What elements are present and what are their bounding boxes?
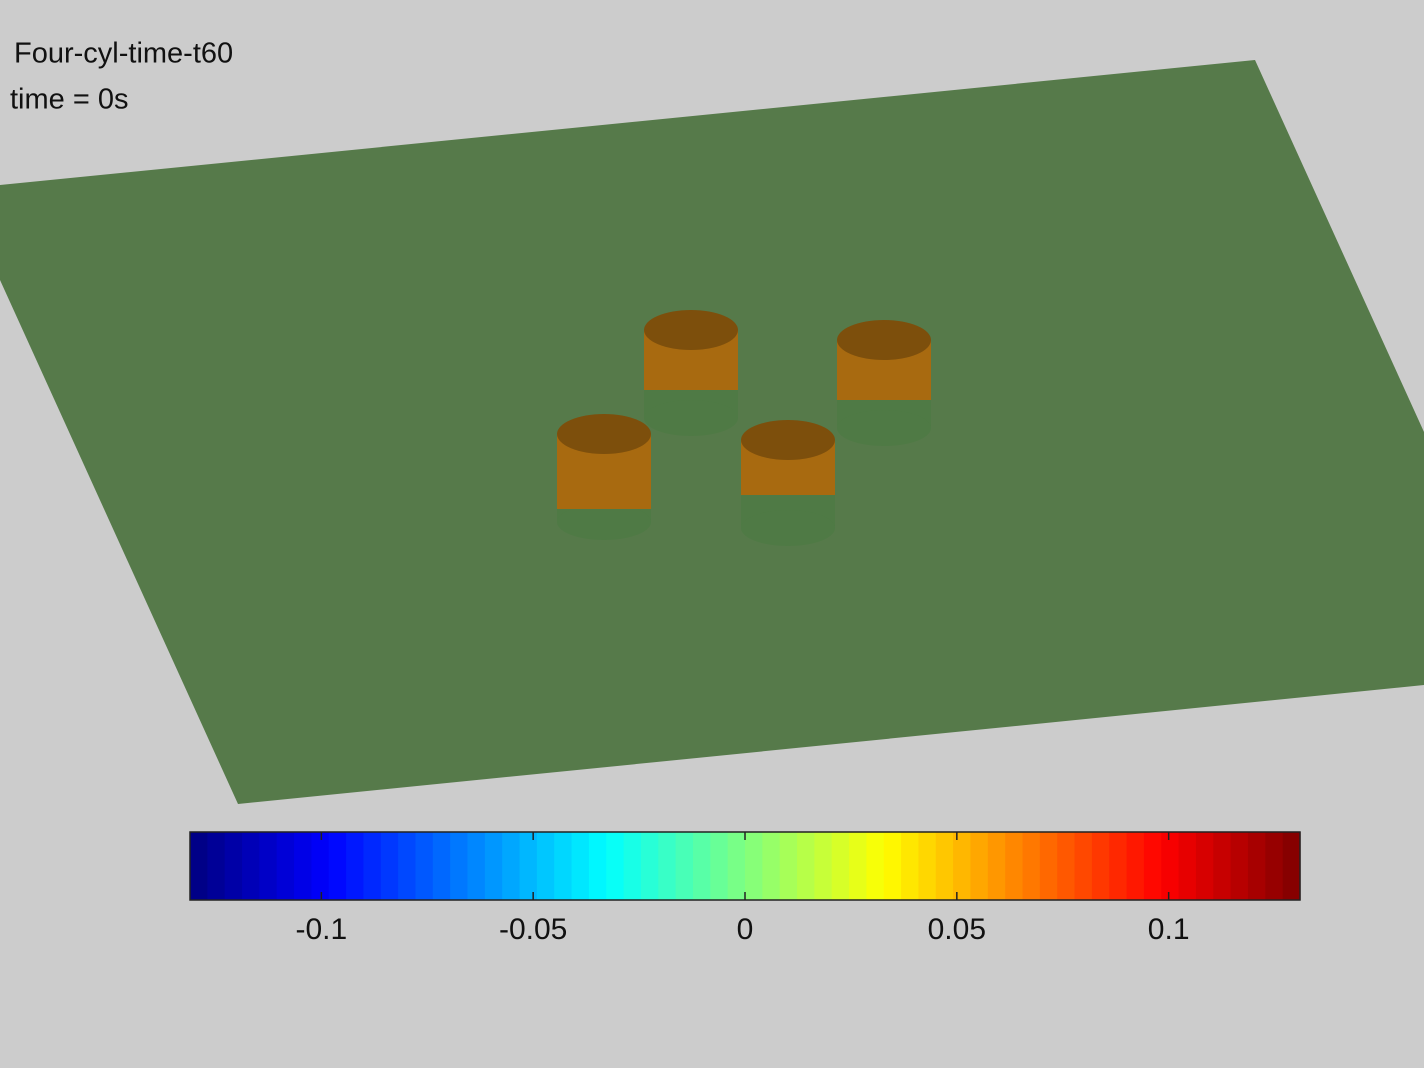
colorbar-cell bbox=[780, 832, 798, 900]
cylinder-top bbox=[557, 414, 651, 454]
colorbar-cell bbox=[710, 832, 728, 900]
colorbar-cell bbox=[277, 832, 295, 900]
colorbar-cell bbox=[884, 832, 902, 900]
colorbar-cell bbox=[1283, 832, 1301, 900]
colorbar-cell bbox=[918, 832, 936, 900]
page: Four-cyl-time-t60 time = 0s -0.1 -0.05 0 0.… bbox=[0, 0, 1424, 1068]
colorbar-cell bbox=[398, 832, 416, 900]
colorbar-cell bbox=[537, 832, 555, 900]
colorbar-cell bbox=[225, 832, 243, 900]
colorbar-cell bbox=[1231, 832, 1249, 900]
colorbar-cell bbox=[433, 832, 451, 900]
colorbar-cell bbox=[953, 832, 971, 900]
colorbar-cell bbox=[1075, 832, 1093, 900]
colorbar-cell bbox=[1248, 832, 1266, 900]
colorbar-cell bbox=[936, 832, 954, 900]
tick-label: 0 bbox=[737, 913, 754, 946]
cylinder bbox=[557, 414, 651, 540]
colorbar-cell bbox=[554, 832, 572, 900]
colorbar-cell bbox=[849, 832, 867, 900]
colorbar-cell bbox=[1161, 832, 1179, 900]
colorbar-cell bbox=[1127, 832, 1145, 900]
colorbar-cell bbox=[415, 832, 433, 900]
colorbar-cell bbox=[901, 832, 919, 900]
colorbar-cell bbox=[658, 832, 676, 900]
colorbar-cell bbox=[294, 832, 312, 900]
cylinder-base bbox=[741, 510, 835, 546]
cylinder bbox=[741, 420, 835, 546]
colorbar-cell bbox=[970, 832, 988, 900]
cylinder-top bbox=[837, 320, 931, 360]
colorbar-cell bbox=[190, 832, 208, 900]
colorbar-cell bbox=[866, 832, 884, 900]
colorbar-cell bbox=[1213, 832, 1231, 900]
colorbar-cell bbox=[485, 832, 503, 900]
colorbar-cell bbox=[1005, 832, 1023, 900]
colorbar-cell bbox=[728, 832, 746, 900]
cylinder-base bbox=[837, 410, 931, 446]
colorbar-cell bbox=[988, 832, 1006, 900]
tick-label: 0.05 bbox=[928, 913, 986, 946]
colorbar-cell bbox=[1179, 832, 1197, 900]
colorbar-cell bbox=[1040, 832, 1058, 900]
colorbar-cell bbox=[589, 832, 607, 900]
colorbar-cell bbox=[363, 832, 381, 900]
colorbar-cell bbox=[641, 832, 659, 900]
cylinder bbox=[837, 320, 931, 446]
colorbar-cell bbox=[606, 832, 624, 900]
colorbar-cell bbox=[311, 832, 329, 900]
colorbar-cell bbox=[450, 832, 468, 900]
colorbar-cell bbox=[1109, 832, 1127, 900]
colorbar-cell bbox=[832, 832, 850, 900]
tick-label: 0.1 bbox=[1148, 913, 1190, 946]
colorbar-cell bbox=[624, 832, 642, 900]
colorbar-cell bbox=[676, 832, 694, 900]
tick-label: -0.1 bbox=[295, 913, 347, 946]
colorbar-cell bbox=[1023, 832, 1041, 900]
colorbar-cell bbox=[1057, 832, 1075, 900]
colorbar-cell bbox=[693, 832, 711, 900]
colorbar-cell bbox=[1144, 832, 1162, 900]
chart-subtitle: time = 0s bbox=[10, 84, 128, 116]
cylinder-base bbox=[557, 504, 651, 540]
chart-title: Four-cyl-time-t60 bbox=[14, 38, 233, 70]
colorbar-cell bbox=[797, 832, 815, 900]
colorbar-cell bbox=[520, 832, 538, 900]
colorbar-cell bbox=[745, 832, 763, 900]
cylinder bbox=[644, 310, 738, 436]
colorbar-cell bbox=[346, 832, 364, 900]
colorbar-cell bbox=[762, 832, 780, 900]
colorbar-cell bbox=[468, 832, 486, 900]
colorbar-cell bbox=[572, 832, 590, 900]
cylinder-base bbox=[644, 400, 738, 436]
colorbar-cell bbox=[207, 832, 225, 900]
colorbar-cell bbox=[814, 832, 832, 900]
colorbar-cell bbox=[329, 832, 347, 900]
figure: Four-cyl-time-t60 time = 0s -0.1 -0.05 0 0.… bbox=[0, 0, 1424, 1068]
cylinder-top bbox=[644, 310, 738, 350]
colorbar-cell bbox=[1092, 832, 1110, 900]
tick-label: -0.05 bbox=[499, 913, 567, 946]
colorbar-cell bbox=[1196, 832, 1214, 900]
colorbar-cell bbox=[502, 832, 520, 900]
colorbar-cell bbox=[259, 832, 277, 900]
colorbar-cell bbox=[1265, 832, 1283, 900]
cylinder-top bbox=[741, 420, 835, 460]
colorbar-cell bbox=[242, 832, 260, 900]
colorbar-cell bbox=[381, 832, 399, 900]
